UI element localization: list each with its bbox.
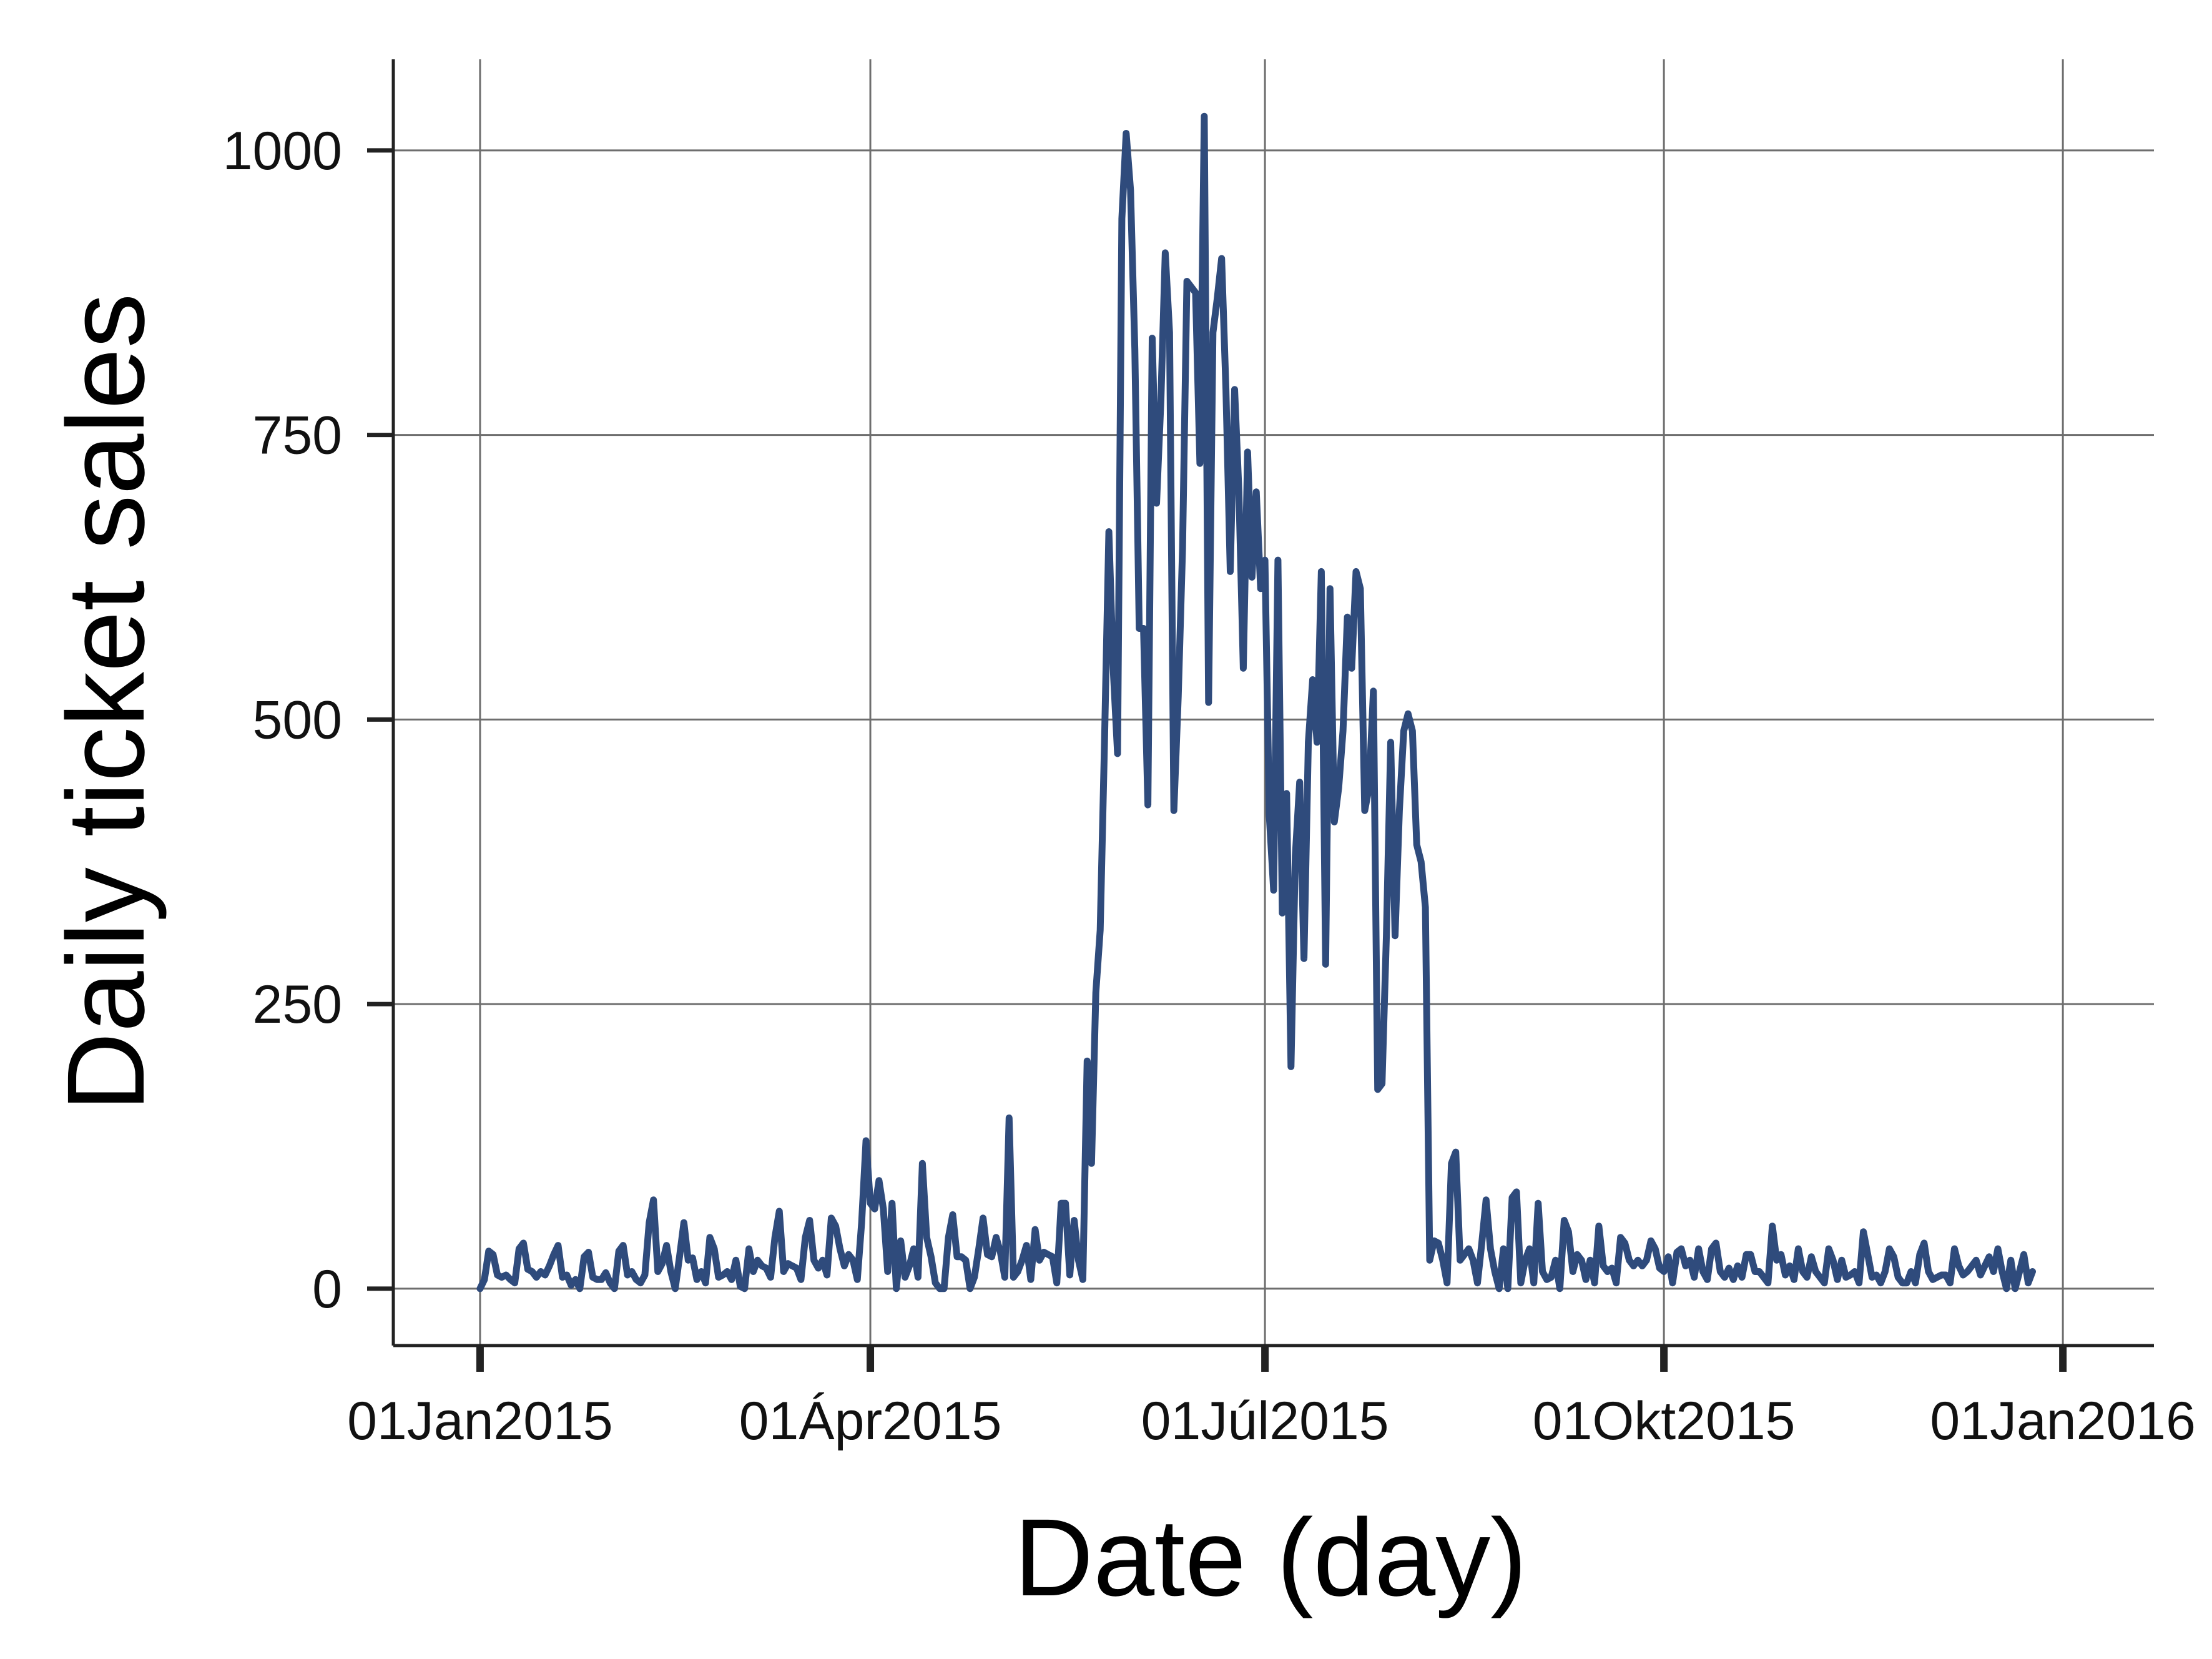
x-tick-label: 01Jan2016 — [1930, 1391, 2196, 1451]
x-axis-title: Date (day) — [1014, 1497, 1527, 1619]
series-group — [476, 112, 2036, 1292]
tick-labels: 0 250 500 750 1000 01Jan2015 01Ápr2015 01Júl201… — [223, 121, 2196, 1451]
axes — [367, 59, 2154, 1372]
x-tick-label: 01Okt2015 — [1533, 1391, 1796, 1451]
y-tick-label: 750 — [253, 406, 343, 466]
y-tick-label: 0 — [312, 1259, 342, 1319]
y-axis-title: Daily ticket sales — [45, 293, 167, 1112]
y-tick-label: 1000 — [223, 121, 342, 181]
x-tick-label: 01Ápr2015 — [739, 1391, 1002, 1451]
grid-lines — [393, 59, 2154, 1346]
x-tick-label: 01Júl2015 — [1141, 1391, 1389, 1451]
y-tick-label: 250 — [253, 975, 343, 1035]
x-tick-label: 01Jan2015 — [347, 1391, 613, 1451]
series-line — [476, 112, 2036, 1292]
y-tick-label: 500 — [253, 690, 343, 750]
